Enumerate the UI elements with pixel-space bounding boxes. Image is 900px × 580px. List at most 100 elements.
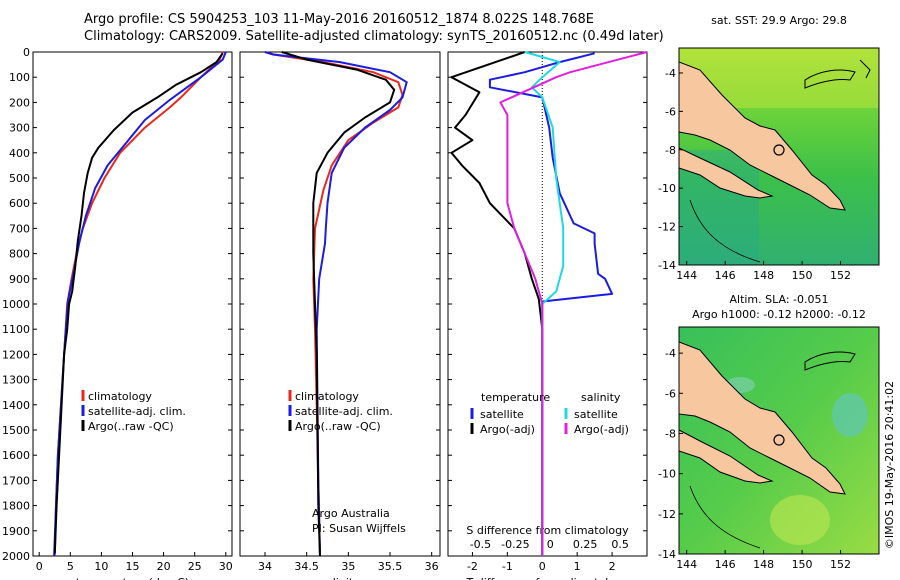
diff-legend-label: Argo(-adj): [574, 423, 629, 436]
salinity-legend-label: satellite-adj. clim.: [295, 405, 393, 418]
png-land-sla: [679, 341, 846, 495]
diff-legend-title-temperature: temperature: [481, 391, 550, 404]
map-ytick-label: -4: [665, 347, 676, 360]
difference-frame: [447, 51, 648, 557]
diff-legend-label: Argo(-adj): [480, 423, 535, 436]
depth-tick-label: 200: [9, 96, 30, 109]
map-ytick-label: -6: [665, 387, 676, 400]
temperature-xtick-label: 5: [67, 560, 74, 573]
figure-title-line1: Argo profile: CS 5904253_103 11-May-2016…: [84, 12, 594, 27]
depth-contour-sla: [689, 485, 761, 549]
temperature-xlabel: temperature (deg C): [76, 576, 189, 580]
argo-position-marker-sla: [773, 434, 785, 446]
map-ytick-label: -12: [658, 221, 676, 234]
map-xtick-label: 144: [676, 269, 697, 282]
depth-tick-label: 300: [9, 122, 30, 135]
depth-tick-label: 1300: [2, 374, 30, 387]
depth-tick-label: 1200: [2, 348, 30, 361]
depth-tick-label: 900: [9, 273, 30, 286]
depth-contour-sst: [689, 199, 761, 263]
png-land-sst: [679, 61, 846, 211]
salinity-xtick-label: 36: [425, 560, 439, 573]
sla-map-frame: [678, 326, 880, 555]
depth-tick-label: 2000: [2, 550, 30, 563]
difference-series-argo-adj-: [499, 51, 648, 556]
salinity-diff-axis-label: S difference from climatology: [466, 524, 629, 537]
diff-legend-label: satellite: [574, 408, 618, 421]
map-xtick-label: 146: [715, 558, 736, 571]
difference-series-satellite: [488, 52, 614, 556]
map-xtick-label: 144: [676, 558, 697, 571]
temperature-frame: [32, 51, 233, 557]
map-ytick-label: -10: [658, 182, 676, 195]
salinity-xtick-label: 35: [341, 560, 355, 573]
temperature-xtick-label: 20: [157, 560, 171, 573]
map-ytick-label: -10: [658, 468, 676, 481]
map-ytick-label: -8: [665, 144, 676, 157]
difference-xtick-label: 0: [539, 560, 546, 573]
map-ytick-label: -14: [658, 548, 676, 561]
figure-title-line2: Climatology: CARS2009. Satellite-adjuste…: [84, 29, 664, 44]
map-xtick-label: 150: [792, 558, 813, 571]
map-xtick-label: 150: [792, 269, 813, 282]
map-ytick-label: -12: [658, 508, 676, 521]
argo-position-marker-sst: [773, 144, 785, 156]
salinity-diff-tick-label: -0.5: [470, 538, 491, 551]
salinity-diff-tick-label: -0.25: [501, 538, 529, 551]
australia-land-sst: [679, 147, 774, 199]
new-britain-coast-sla: [804, 351, 856, 371]
salinity-xlabel: salinity: [320, 576, 360, 580]
new-ireland-coast-sst: [859, 59, 871, 79]
temperature-xtick-label: 30: [219, 560, 233, 573]
credit-line2: PI: Susan Wijffels: [312, 522, 406, 535]
salinity-xtick-label: 34.5: [294, 560, 319, 573]
map-xtick-label: 148: [753, 269, 774, 282]
temperature-legend-label: satellite-adj. clim.: [88, 405, 186, 418]
salinity-diff-tick-label: 0.25: [573, 538, 598, 551]
sla-map-subtitle: Argo h1000: -0.12 h2000: -0.12: [692, 308, 866, 321]
depth-tick-label: 1400: [2, 399, 30, 412]
difference-series-satellite: [524, 51, 565, 556]
sst-map-ticks: 144 146 148 150 152 -4 -6 -8 -10 -12 -14: [658, 67, 851, 282]
salinity-xtick-label: 34: [258, 560, 272, 573]
map-ytick-label: -8: [665, 427, 676, 440]
temperature-xtick-label: 10: [94, 560, 108, 573]
temperature-legend-label: climatology: [88, 390, 152, 403]
sla-map-panel: Altim. SLA: -0.051 Argo h1000: -0.12 h20…: [658, 293, 880, 571]
depth-tick-label: 1600: [2, 449, 30, 462]
difference-xtick-label: 1: [574, 560, 581, 573]
credit-line1: Argo Australia: [312, 507, 390, 520]
depth-tick-label: 600: [9, 197, 30, 210]
map-xtick-label: 152: [830, 558, 851, 571]
temperature-xtick-label: 25: [188, 560, 202, 573]
sst-map-panel: sat. SST: 29.9 Argo: 29.8 144 146 148 150 15…: [658, 14, 880, 282]
temperature-legend-label: Argo(..raw -QC): [88, 420, 174, 433]
sla-map-title: Altim. SLA: -0.051: [729, 293, 828, 306]
sla-map-ticks: 144 146 148 150 152 -4 -6 -8 -10 -12 -14: [658, 347, 851, 571]
salinity-diff-tick-label: 0: [547, 538, 554, 551]
diff-legend-label: satellite: [480, 408, 524, 421]
map-xtick-label: 146: [715, 269, 736, 282]
salinity-diff-tick-label: 0.5: [611, 538, 629, 551]
map-ytick-label: -4: [665, 67, 676, 80]
temperature-panel: 0100200300400500600700800900100011001200…: [2, 46, 233, 580]
difference-xtick-label: 2: [609, 560, 616, 573]
sst-map-title: sat. SST: 29.9 Argo: 29.8: [711, 14, 847, 27]
depth-tick-label: 1500: [2, 424, 30, 437]
salinity-legend-label: Argo(..raw -QC): [295, 420, 381, 433]
imos-watermark: ©IMOS 19-May-2016 20:41:02: [883, 381, 896, 549]
difference-series-argo-adj-: [450, 51, 544, 556]
salinity-xtick-label: 35.5: [378, 560, 403, 573]
difference-xlabel: T difference from climatology: [466, 576, 629, 580]
salinity-panel: 34 34.5 35 35.5 36 salinity climatology satelli…: [239, 51, 441, 580]
depth-tick-label: 1800: [2, 500, 30, 513]
depth-tick-label: 800: [9, 248, 30, 261]
temperature-series-argo-raw-qc-: [53, 52, 224, 554]
depth-tick-label: 1700: [2, 474, 30, 487]
depth-tick-label: 0: [23, 46, 30, 59]
map-xtick-label: 148: [753, 558, 774, 571]
depth-tick-label: 100: [9, 71, 30, 84]
depth-tick-label: 700: [9, 222, 30, 235]
salinity-frame: [239, 51, 441, 557]
